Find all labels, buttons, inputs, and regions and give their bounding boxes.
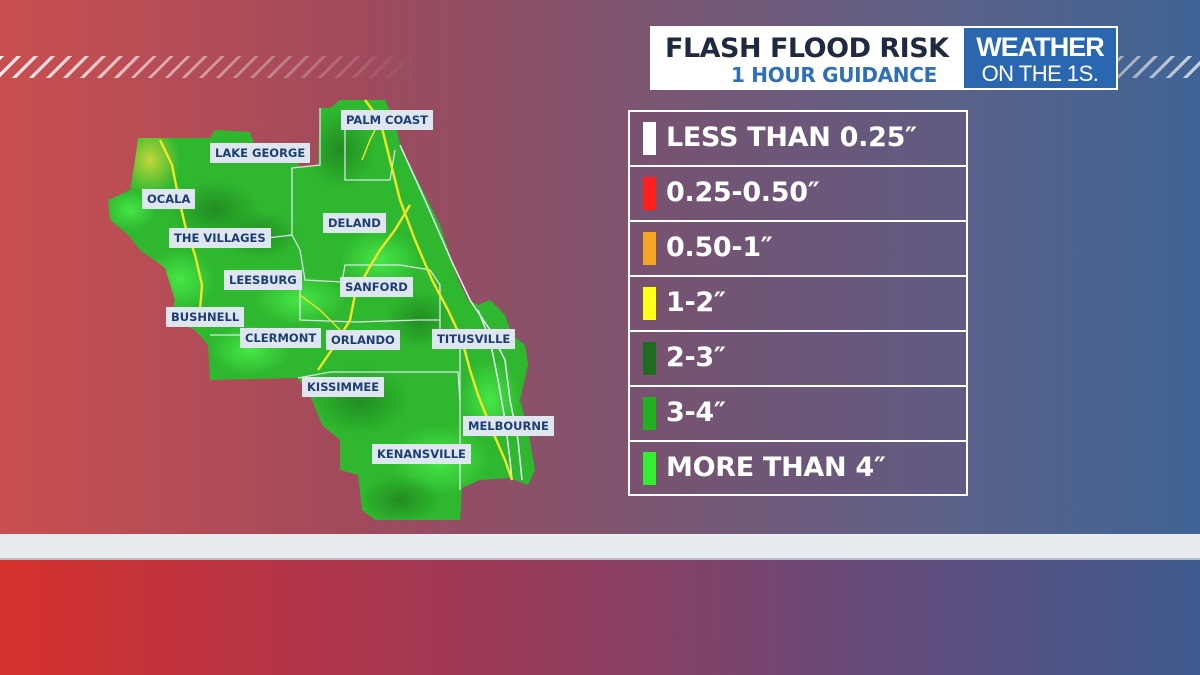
city-label-deland: DELAND [323,213,386,233]
page-subtitle: 1 HOUR GUIDANCE [731,63,937,87]
city-label-bushnell: BUSHNELL [166,307,245,327]
rainfall-legend: LESS THAN 0.25″ 0.25-0.50″ 0.50-1″ 1-2″ … [628,110,968,496]
legend-label: LESS THAN 0.25″ [666,122,917,153]
legend-row: 3-4″ [630,387,966,442]
legend-label: MORE THAN 4″ [666,452,886,483]
legend-label: 2-3″ [666,342,726,373]
legend-row: 0.50-1″ [630,222,966,277]
city-label-kissimmee: KISSIMMEE [302,377,385,397]
legend-label: 1-2″ [666,287,726,318]
legend-row: MORE THAN 4″ [630,442,966,497]
city-label-melbourne: MELBOURNE [463,416,554,436]
legend-row: LESS THAN 0.25″ [630,112,966,167]
city-label-the-villages: THE VILLAGES [169,228,271,248]
city-label-leesburg: LEESBURG [224,270,302,290]
station-logo-line2: ON THE 1S. [981,61,1099,86]
lower-third-shadow [0,558,1200,560]
city-label-sanford: SANFORD [340,277,413,297]
station-logo: WEATHER ON THE 1S. [962,26,1118,90]
i75-highway [158,139,204,311]
legend-row: 0.25-0.50″ [630,167,966,222]
page-title: FLASH FLOOD RISK [665,33,949,64]
city-label-palm-coast: PALM COAST [341,110,433,130]
title-box: FLASH FLOOD RISK 1 HOUR GUIDANCE [650,26,962,90]
legend-label: 0.50-1″ [666,232,773,263]
city-label-lake-george: LAKE GEORGE [210,143,311,163]
legend-row: 2-3″ [630,332,966,387]
city-label-orlando: ORLANDO [326,330,400,350]
legend-swatch [643,177,656,210]
lower-third-strip [0,534,1200,558]
legend-swatch [643,232,656,265]
bottom-banner [0,560,1200,675]
city-label-kenansville: KENANSVILLE [372,444,471,464]
legend-swatch [643,397,656,430]
legend-label: 3-4″ [666,397,726,428]
legend-row: 1-2″ [630,277,966,332]
city-label-ocala: OCALA [142,189,196,209]
station-logo-line1: WEATHER [976,32,1105,62]
legend-swatch [643,452,656,485]
legend-label: 0.25-0.50″ [666,177,820,208]
legend-swatch [643,122,656,155]
city-label-titusville: TITUSVILLE [432,329,516,349]
legend-swatch [643,342,656,375]
legend-swatch [643,287,656,320]
city-label-clermont: CLERMONT [240,328,322,348]
